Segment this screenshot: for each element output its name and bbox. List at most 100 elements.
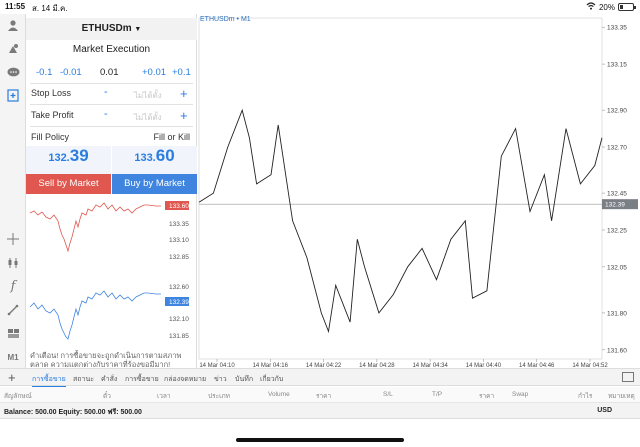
bid-price-big: 39	[69, 146, 89, 165]
stop-loss-value[interactable]: ไม่ได้ตั้ง	[134, 91, 162, 100]
x-tick-label: 14 Mar 04:10	[199, 363, 235, 368]
left-toolbar: f M1	[0, 14, 26, 368]
tab-about[interactable]: เกี่ยวกับ	[260, 376, 284, 383]
fill-policy-value[interactable]: Fill or Kill	[153, 132, 190, 142]
mini-buy-tick-1: 132.39	[169, 299, 189, 306]
price-chart[interactable]: 133.35 133.15 132.90 132.70 132.45 132.25 132.…	[197, 14, 640, 368]
tab-news[interactable]: ข่าว	[214, 376, 227, 383]
volume-plus-01-button[interactable]: +0.1	[172, 67, 191, 78]
price-series-line	[198, 108, 603, 334]
tab-journal[interactable]: บันทึก	[235, 376, 254, 383]
fill-policy-label: Fill Policy	[31, 132, 70, 142]
account-currency: USD	[597, 407, 612, 414]
tab-history[interactable]: การซื้อขาย	[125, 376, 159, 383]
ask-price-small: 133.	[134, 152, 156, 164]
y-tick-label: 132.70	[607, 145, 627, 152]
volume-value[interactable]: 0.01	[100, 67, 119, 78]
mini-sell-tick-0: 133.60	[169, 203, 189, 210]
balance-summary: Balance: 500.00 Equity: 500.00 ฟรี: 500.…	[4, 409, 142, 416]
terminal-window-icon[interactable]	[622, 372, 634, 382]
execution-type[interactable]: Market Execution	[72, 44, 151, 55]
chat-icon[interactable]	[3, 63, 23, 81]
y-tick-label: 133.35	[607, 25, 627, 32]
chart-title: ETHUSDm • M1	[200, 16, 251, 23]
volume-minus-01-button[interactable]: -0.1	[36, 67, 53, 78]
y-tick-label: 131.80	[607, 310, 627, 317]
accounts-icon[interactable]	[3, 40, 23, 58]
status-date: ส. 14 มี.ค.	[32, 4, 68, 13]
buy-by-market-button[interactable]: Buy by Market	[112, 174, 197, 194]
buy-price-marker	[165, 297, 189, 306]
col-tp: T/P	[432, 391, 443, 398]
user-icon[interactable]	[3, 16, 23, 34]
mini-sell-tick-2: 133.10	[169, 237, 189, 244]
take-profit-value[interactable]: ไม่ได้ตั้ง	[134, 113, 162, 122]
col-swap: Swap	[512, 391, 529, 398]
mini-buy-tick-3: 131.85	[169, 333, 189, 340]
stop-loss-label: Stop Loss	[31, 88, 72, 98]
col-type: ประเภท	[208, 393, 230, 400]
sell-tick-line	[29, 202, 161, 253]
objects-icon[interactable]	[3, 324, 23, 342]
x-tick-label: 14 Mar 04:16	[253, 363, 289, 368]
stop-loss-plus-button[interactable]: +	[180, 86, 188, 101]
tab-positions[interactable]: สถานะ	[73, 376, 94, 383]
col-price: ราคา	[316, 393, 332, 400]
x-tick-label: 14 Mar 04:40	[466, 363, 502, 368]
y-tick-label: 132.90	[607, 108, 627, 115]
chart-area[interactable]: 133.35 133.15 132.90 132.70 132.45 132.25 132.…	[197, 14, 640, 368]
ask-price: 133.60	[112, 146, 197, 174]
tab-trade[interactable]: การซื้อขาย	[32, 374, 66, 387]
wifi-icon	[586, 2, 596, 12]
tab-orders[interactable]: คำสั่ง	[101, 376, 118, 383]
volume-minus-001-button[interactable]: -0.01	[60, 67, 82, 78]
col-sl: S/L	[383, 391, 393, 398]
candles-icon[interactable]	[3, 254, 23, 272]
ask-price-big: 60	[155, 146, 175, 165]
x-tick-label: 14 Mar 04:52	[572, 363, 608, 368]
sell-price-marker	[165, 201, 189, 210]
take-profit-minus-button[interactable]: -	[104, 108, 108, 120]
home-indicator[interactable]	[236, 438, 404, 442]
col-current-price: ราคา	[479, 393, 495, 400]
take-profit-label: Take Profit	[31, 110, 74, 120]
col-ticket: ตั๋ว	[103, 393, 111, 400]
take-profit-plus-button[interactable]: +	[180, 108, 188, 123]
divider	[30, 126, 193, 127]
col-volume: Volume	[268, 391, 290, 398]
symbol-selector[interactable]: ETHUSDm ▼	[26, 18, 197, 40]
col-symbol: สัญลักษณ์	[4, 393, 32, 400]
tick-charts: 133.60 133.35 133.10 132.85 132.60 132.3…	[29, 201, 189, 340]
battery-percent: 20%	[598, 2, 615, 12]
sell-by-market-button[interactable]: Sell by Market	[26, 174, 111, 194]
crosshair-icon[interactable]	[3, 230, 23, 248]
stop-loss-minus-button[interactable]: -	[104, 86, 108, 98]
mini-sell-tick-3: 132.85	[169, 254, 189, 261]
bottom-tabs: + การซื้อขาย สถานะ คำสั่ง การซื้อขาย กล่…	[0, 368, 640, 387]
y-tick-label: 133.15	[607, 62, 627, 69]
col-profit: กำไร	[578, 393, 593, 400]
volume-plus-001-button[interactable]: +0.01	[142, 67, 167, 78]
timeframe-icon[interactable]: M1	[7, 352, 19, 362]
indicator-icon[interactable]: f	[10, 278, 16, 294]
chart-frame	[198, 17, 603, 360]
col-time: เวลา	[157, 393, 171, 400]
mini-buy-tick-0: 132.60	[169, 284, 189, 291]
buy-tick-line	[29, 290, 161, 340]
tab-mailbox[interactable]: กล่องจดหมาย	[164, 376, 207, 383]
bid-price-small: 132.	[48, 152, 70, 164]
col-comment: หมายเหตุ	[608, 393, 635, 400]
y-tick-label: 132.25	[607, 227, 627, 234]
status-time: 11:55	[5, 2, 26, 11]
battery-icon	[618, 3, 636, 11]
symbol-name: ETHUSDm	[81, 23, 132, 34]
current-price-label: 132.39	[605, 202, 625, 209]
current-price-marker	[602, 199, 638, 210]
x-tick-label: 14 Mar 04:34	[412, 363, 448, 368]
tools-icon[interactable]	[3, 301, 23, 319]
y-tick-label: 132.05	[607, 264, 627, 271]
add-icon[interactable]: +	[8, 370, 16, 385]
divider	[30, 104, 193, 105]
y-tick-label: 131.60	[607, 347, 627, 354]
new-order-icon[interactable]	[3, 86, 23, 104]
